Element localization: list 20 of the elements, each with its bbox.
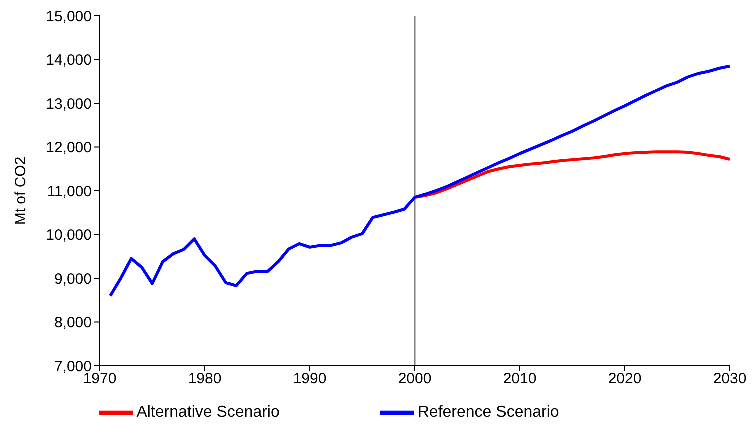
x-tick-label: 1990: [293, 370, 327, 388]
legend-label: Reference Scenario: [418, 404, 560, 422]
y-tick-label: 10,000: [46, 227, 92, 244]
x-tick-label: 2020: [608, 370, 642, 388]
y-tick-label: 12,000: [46, 140, 92, 157]
y-tick-label: 8,000: [54, 314, 92, 332]
y-tick-label: 11,000: [47, 183, 92, 200]
line-series: [414, 150, 730, 200]
x-tick-label: 2010: [503, 370, 537, 388]
x-tick-label: 1970: [83, 370, 117, 388]
legend-label: Alternative Scenario: [136, 404, 280, 422]
line-series: [109, 64, 730, 298]
y-axis-title: Mt of CO2: [12, 156, 30, 226]
y-tick-label: 15,000: [46, 8, 92, 26]
y-tick-label: 14,000: [46, 52, 92, 70]
x-tick-label: 2000: [398, 370, 432, 388]
y-tick-label: 13,000: [46, 96, 92, 113]
x-tick-label: 1980: [188, 370, 222, 388]
y-tick-label: 9,000: [54, 270, 92, 288]
x-tick-label: 2030: [713, 370, 747, 388]
